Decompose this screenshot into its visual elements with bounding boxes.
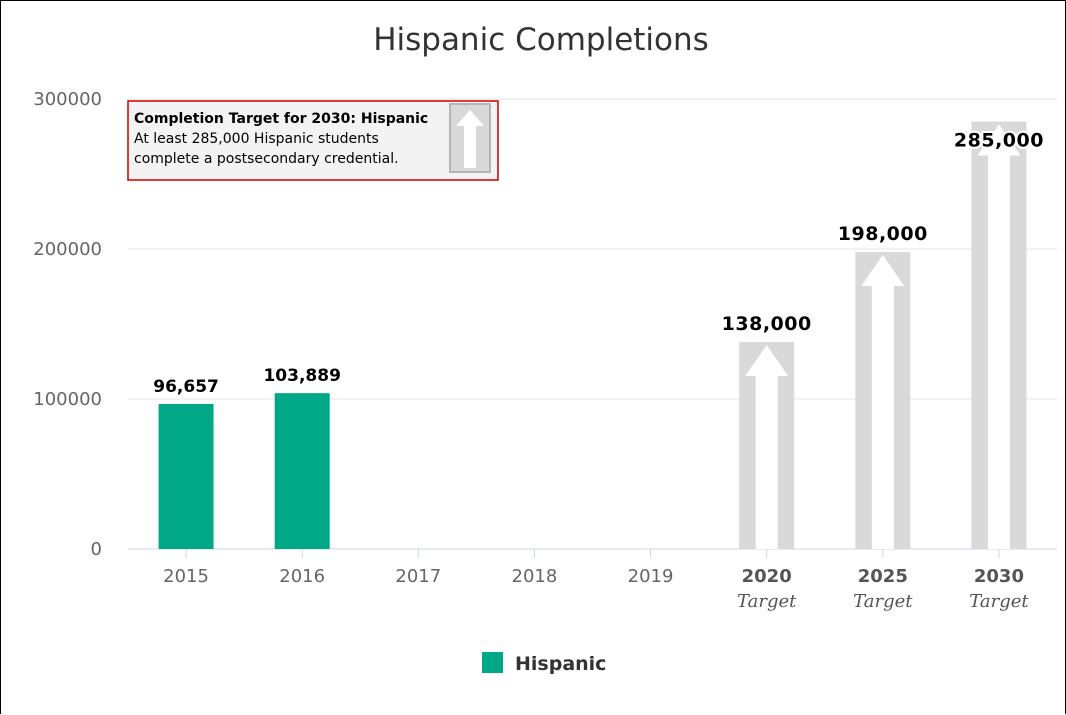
y-tick-label: 200000 (33, 239, 102, 260)
legend-swatch (482, 652, 503, 673)
x-tick-label: 2019 (628, 566, 674, 587)
annotation-line-1: At least 285,000 Hispanic students (134, 131, 379, 147)
y-axis: 0 100000 200000 300000 (33, 89, 102, 560)
x-tick-sublabel: Target (853, 591, 913, 612)
target-annotation: Completion Target for 2030: Hispanic At … (127, 100, 499, 181)
legend: Hispanic (482, 652, 606, 675)
x-axis: 2015 2016 2017 2018 2019 2020 Target 2025 Target… (128, 548, 1057, 612)
target-bar-2020 (739, 342, 795, 549)
bar-series (158, 393, 330, 549)
x-tick-label: 2030 (974, 566, 1024, 587)
target-label-2025: 198,000 (838, 223, 928, 245)
target-label-2020: 138,000 (722, 313, 812, 335)
y-tick-label: 0 (91, 539, 102, 560)
x-tick-label: 2015 (163, 566, 209, 587)
data-labels: 96,657 103,889 138,000 198,000 285,000 (153, 128, 1045, 398)
bar-2016 (274, 393, 330, 549)
x-tick-sublabel: Target (969, 591, 1029, 612)
target-bar-2025 (855, 252, 911, 549)
chart-title: Hispanic Completions (373, 22, 709, 58)
annotation-line-2: complete a postsecondary credential. (134, 151, 399, 167)
annotation-box (127, 100, 499, 181)
arrow-up-icon (977, 124, 1021, 549)
legend-label-hispanic: Hispanic (515, 653, 606, 675)
x-tick-label: 2025 (858, 566, 908, 587)
arrow-up-icon (861, 255, 905, 549)
x-tick-label: 2018 (512, 566, 558, 587)
y-tick-label: 300000 (33, 89, 102, 110)
x-tick-label: 2020 (742, 566, 792, 587)
x-tick-label: 2016 (279, 566, 325, 587)
target-label-2030: 285,000 (954, 130, 1044, 152)
arrow-icon (449, 103, 491, 173)
annotation-title: Completion Target for 2030: Hispanic (134, 111, 428, 127)
x-tick-label: 2017 (395, 566, 441, 587)
target-bars (739, 121, 1027, 549)
y-tick-label: 100000 (33, 389, 102, 410)
data-label-2015: 96,657 (153, 377, 219, 397)
arrow-up-icon (745, 345, 789, 549)
target-bar-2030 (971, 121, 1027, 549)
data-label-2016: 103,889 (263, 366, 340, 386)
x-tick-sublabel: Target (737, 591, 797, 612)
bar-2015 (158, 404, 214, 549)
